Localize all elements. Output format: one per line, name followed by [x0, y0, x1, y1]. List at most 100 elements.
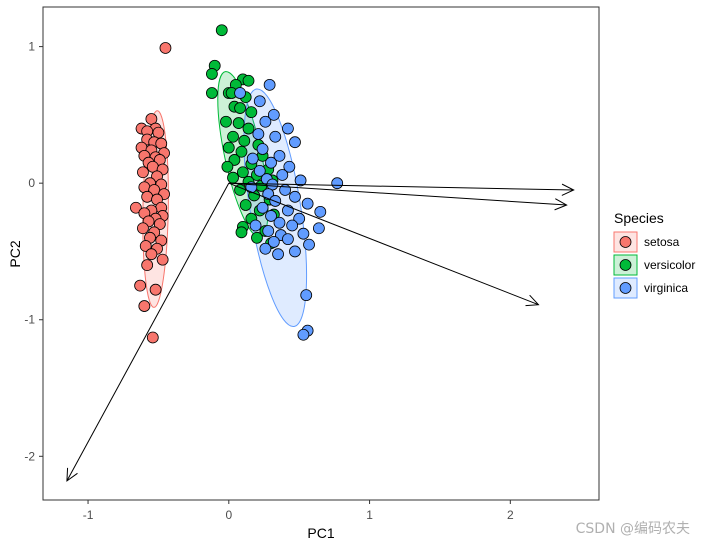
setosa-point	[159, 42, 172, 54]
loading-arrow-2	[228, 182, 567, 206]
virginica-point	[269, 130, 282, 143]
versicolor-point	[245, 106, 258, 119]
setosa-point	[153, 218, 166, 231]
versicolor-point	[238, 134, 251, 147]
y-tick-label: -2	[24, 449, 35, 463]
versicolor-point	[222, 141, 235, 154]
versicolor-point	[242, 122, 255, 135]
virginica-point	[253, 164, 266, 177]
setosa-point	[145, 248, 158, 261]
legend-marker-versicolor	[619, 259, 632, 271]
virginica-point	[286, 219, 299, 232]
versicolor-point	[234, 102, 246, 114]
virginica-point	[297, 227, 310, 240]
loading-arrow-1	[228, 182, 574, 191]
setosa-point	[134, 279, 147, 292]
versicolor-point	[227, 130, 239, 143]
versicolor-point	[220, 115, 232, 128]
virginica-point	[267, 108, 280, 121]
setosa-point	[130, 201, 142, 214]
legend-title: Species	[614, 210, 664, 226]
legend-items: setosa versicolor virginica	[613, 231, 695, 299]
virginica-point	[301, 197, 314, 210]
virginica-point	[282, 122, 294, 135]
scatter-points	[130, 24, 344, 344]
virginica-point	[283, 160, 296, 173]
versicolor-point	[232, 117, 245, 129]
setosa-point	[156, 253, 169, 266]
virginica-point	[253, 95, 266, 108]
legend-label-virginica: virginica	[644, 281, 688, 295]
versicolor-point	[221, 160, 234, 173]
versicolor-point	[251, 231, 263, 244]
virginica-point	[273, 216, 286, 229]
versicolor-point	[235, 226, 248, 239]
y-tick-label: 0	[28, 176, 35, 190]
versicolor-point	[228, 154, 241, 166]
virginica-point	[263, 78, 276, 91]
y-axis-title: PC2	[7, 240, 23, 267]
loading-arrowhead-3	[525, 294, 540, 307]
versicolor-point	[227, 171, 239, 184]
virginica-point	[294, 174, 307, 187]
virginica-point	[259, 115, 272, 128]
plot-panel	[42, 6, 600, 501]
virginica-point	[262, 188, 275, 200]
legend-label-versicolor: versicolor	[644, 258, 695, 272]
y-tick-label: -1	[24, 313, 35, 327]
versicolor-point	[206, 87, 218, 99]
axes: -1 0 1 2 -2 -1 0 1	[24, 40, 514, 522]
virginica-point	[256, 143, 269, 155]
virginica-point	[289, 136, 301, 149]
virginica-point	[249, 219, 262, 232]
loading-arrow-4	[66, 182, 230, 482]
virginica-point	[234, 87, 246, 99]
virginica-point	[312, 222, 325, 235]
y-tick-label: 1	[28, 40, 35, 54]
virginica-point	[265, 156, 277, 169]
x-tick-label: 0	[225, 508, 232, 522]
setosa-point	[149, 283, 162, 296]
versicolor-point	[206, 68, 218, 80]
virginica-point	[282, 233, 294, 246]
virginica-point	[265, 210, 277, 222]
virginica-point	[262, 225, 275, 237]
legend-marker-setosa	[619, 236, 632, 248]
virginica-point	[293, 212, 306, 225]
virginica-point	[289, 245, 301, 258]
loading-arrowhead-4	[66, 467, 78, 482]
watermark: CSDN @编码农夫	[576, 521, 690, 537]
virginica-point	[273, 149, 286, 162]
x-tick-label: -1	[83, 508, 94, 522]
x-tick-label: 1	[366, 508, 373, 522]
versicolor-point	[242, 74, 255, 87]
setosa-point	[139, 240, 152, 252]
setosa-point	[138, 300, 151, 312]
setosa-point	[141, 259, 154, 272]
setosa-point	[137, 222, 149, 235]
virginica-point	[297, 328, 310, 341]
virginica-point	[259, 242, 272, 255]
virginica-point	[314, 205, 327, 218]
virginica-point	[246, 152, 259, 165]
loading-arrowhead-1	[561, 183, 575, 196]
virginica-point	[331, 177, 344, 190]
virginica-point	[300, 289, 313, 302]
loading-arrows	[66, 182, 575, 482]
versicolor-point	[236, 166, 249, 179]
x-tick-label: 2	[507, 508, 514, 522]
setosa-point	[146, 331, 159, 344]
virginica-point	[252, 128, 265, 140]
versicolor-point	[239, 199, 252, 211]
legend-label-setosa: setosa	[644, 235, 680, 249]
virginica-point	[272, 248, 284, 261]
versicolor-point	[235, 145, 248, 158]
virginica-point	[289, 190, 301, 203]
virginica-point	[276, 169, 289, 181]
loading-arrow-3	[228, 182, 539, 306]
setosa-point	[137, 166, 149, 179]
x-axis-title: PC1	[307, 525, 334, 541]
loading-arrowhead-2	[554, 198, 568, 211]
virginica-point	[303, 238, 315, 251]
